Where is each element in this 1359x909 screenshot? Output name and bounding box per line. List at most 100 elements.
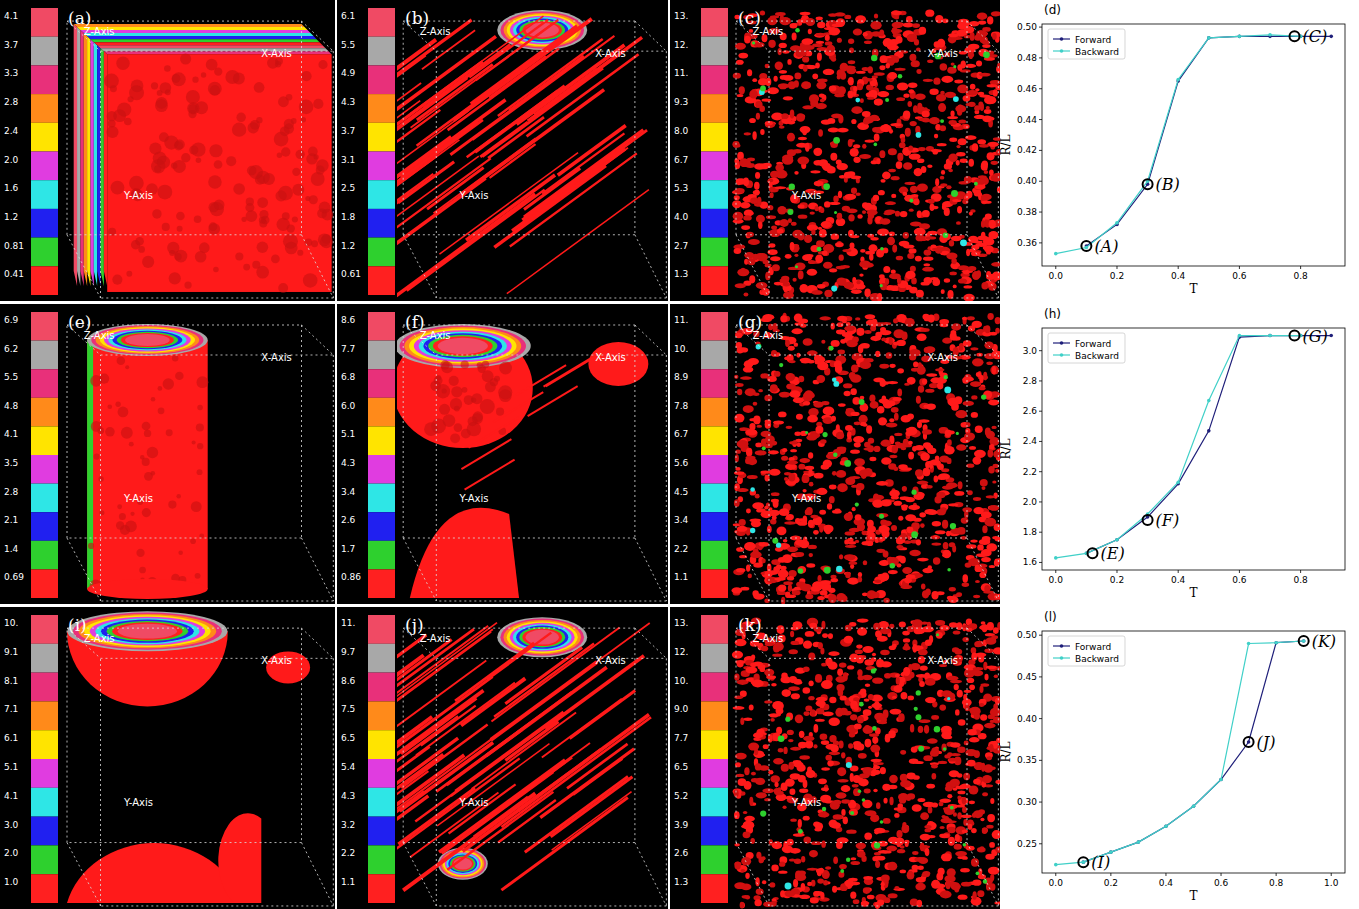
speckle: [845, 531, 855, 535]
colorbar-segment: [368, 209, 395, 238]
bounding-box: [436, 297, 666, 298]
speckle: [940, 125, 946, 131]
bounding-box: [302, 538, 334, 601]
speckle: [823, 262, 833, 269]
speckle: [888, 148, 897, 155]
texture: [451, 386, 462, 397]
bounding-box: [736, 235, 769, 298]
speckle: [744, 36, 751, 44]
speckle: [744, 292, 749, 296]
speckle-core: [823, 183, 830, 190]
speckle: [973, 595, 980, 598]
speckle: [949, 240, 954, 247]
speckle: [870, 401, 879, 409]
speckle: [749, 275, 755, 283]
texture: [144, 430, 151, 437]
speckle: [856, 280, 860, 284]
texture: [291, 118, 297, 124]
speckle: [947, 290, 953, 299]
speckle: [820, 590, 828, 596]
speckle: [864, 330, 871, 334]
speckle: [809, 211, 814, 214]
speckle: [963, 125, 969, 129]
streak: [407, 190, 545, 291]
speckle: [874, 72, 885, 76]
speckle: [941, 76, 953, 83]
bounding-box: [333, 355, 334, 601]
speckle: [749, 118, 756, 123]
texture: [246, 198, 254, 206]
axis-label: X-Axis: [595, 352, 626, 363]
speckle: [958, 22, 963, 28]
speckle: [814, 473, 824, 479]
speckle: [740, 158, 747, 163]
speckle: [862, 210, 866, 214]
speckle: [921, 166, 927, 173]
speckle: [754, 182, 760, 190]
speckle: [846, 408, 853, 412]
speckle: [844, 172, 852, 179]
texture: [126, 271, 132, 277]
texture: [168, 500, 176, 508]
speckle: [737, 94, 744, 97]
texture: [191, 501, 202, 512]
slab-top: [90, 39, 319, 42]
bounding-box: [67, 538, 302, 539]
speckle: [852, 336, 859, 342]
speckle: [737, 268, 749, 276]
speckle: [951, 62, 955, 65]
texture: [184, 281, 191, 288]
speckle: [948, 169, 953, 173]
bounding-box: [302, 325, 334, 355]
texture: [157, 90, 163, 96]
speckle: [977, 12, 987, 20]
colorbar-segment: [701, 65, 728, 94]
speckle: [781, 597, 785, 604]
speckle: [891, 194, 896, 198]
bounding-box: [769, 297, 998, 298]
speckle: [894, 433, 902, 436]
texture: [318, 233, 331, 246]
speckle: [986, 249, 991, 254]
speckle: [833, 196, 839, 203]
speckle: [752, 131, 756, 140]
speckle: [779, 219, 788, 227]
speckle: [863, 560, 868, 565]
speckle: [919, 378, 926, 386]
speckle: [929, 383, 938, 388]
bounding-box: [403, 21, 404, 235]
texture: [176, 212, 185, 221]
texture: [208, 175, 221, 188]
speckle: [800, 284, 809, 293]
speckle: [798, 464, 805, 470]
colorbar-label: 2.6: [341, 515, 356, 525]
speckle: [971, 412, 978, 418]
streak: [397, 140, 459, 242]
speckle: [987, 142, 998, 147]
speckle: [755, 101, 762, 108]
speckle-core: [874, 143, 878, 147]
speckle: [881, 572, 889, 581]
colorbar-segment: [31, 541, 58, 570]
speckle: [735, 454, 739, 462]
speckle: [787, 59, 791, 65]
colorbar-label: 1.3: [674, 269, 688, 279]
colorbar-label: 0.86: [341, 572, 361, 582]
colorbar-segment: [31, 238, 58, 267]
speckle: [965, 103, 970, 106]
texture: [236, 113, 245, 122]
speckle: [934, 41, 941, 48]
speckle: [907, 101, 912, 107]
colorbar-segment: [701, 180, 728, 209]
colorbar-label: 6.9: [4, 315, 19, 325]
texture: [171, 162, 177, 168]
speckle: [768, 450, 779, 454]
speckle: [844, 513, 853, 521]
speckle: [775, 12, 786, 16]
speckle: [749, 90, 758, 99]
colorbar-segment: [368, 484, 395, 513]
speckle: [895, 211, 900, 217]
speckle: [892, 56, 899, 63]
speckle: [966, 464, 974, 468]
speckle: [880, 218, 891, 225]
